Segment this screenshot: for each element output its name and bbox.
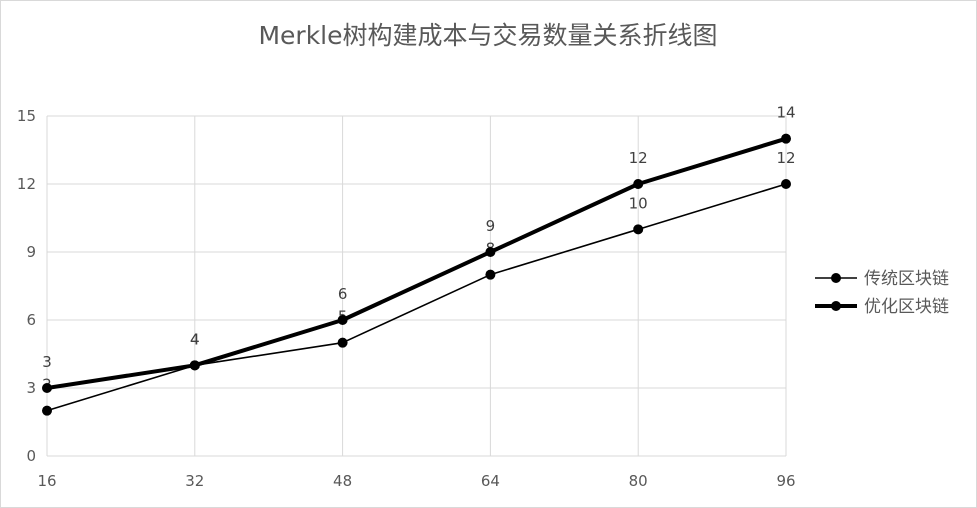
legend-label: 传统区块链 bbox=[864, 269, 949, 289]
gridlines bbox=[46, 115, 787, 457]
data-point[interactable] bbox=[485, 269, 496, 280]
data-label: 10 bbox=[629, 194, 648, 212]
data-point[interactable] bbox=[42, 405, 52, 416]
data-point[interactable] bbox=[42, 383, 52, 393]
x-tick-label: 96 bbox=[776, 472, 795, 490]
plot-area: 2458101234691214 bbox=[42, 104, 796, 416]
data-label: 4 bbox=[190, 330, 200, 348]
legend-swatch-marker bbox=[831, 273, 841, 283]
data-point[interactable] bbox=[337, 337, 348, 348]
y-tick-label: 15 bbox=[17, 107, 36, 125]
data-point[interactable] bbox=[189, 360, 200, 371]
data-point[interactable] bbox=[781, 179, 791, 189]
y-tick-label: 6 bbox=[26, 311, 36, 329]
legend-swatch-marker bbox=[831, 301, 841, 311]
data-label: 14 bbox=[776, 104, 795, 122]
series-2: 3 4 6 9 12 14 bbox=[42, 104, 796, 393]
y-tick-label: 0 bbox=[26, 447, 36, 465]
data-label: 9 bbox=[486, 217, 496, 235]
x-tick-label: 32 bbox=[185, 472, 204, 490]
data-point[interactable] bbox=[633, 179, 644, 189]
x-tick-label: 48 bbox=[333, 472, 352, 490]
y-tick-label: 3 bbox=[26, 379, 36, 397]
series-line bbox=[46, 183, 787, 412]
data-label: 3 bbox=[42, 353, 52, 371]
legend-item-series-2[interactable]: 优化区块链 bbox=[815, 297, 949, 317]
data-label: 12 bbox=[776, 149, 795, 167]
data-label: 6 bbox=[338, 285, 348, 303]
data-point[interactable] bbox=[485, 247, 496, 257]
legend-label: 优化区块链 bbox=[864, 297, 949, 317]
x-tick-label: 80 bbox=[629, 472, 648, 490]
data-point[interactable] bbox=[781, 133, 791, 144]
data-point[interactable] bbox=[633, 224, 644, 235]
data-point[interactable] bbox=[337, 315, 348, 325]
data-label: 4 bbox=[190, 330, 200, 348]
y-tick-label: 12 bbox=[17, 175, 36, 193]
legend-item-series-1[interactable]: 传统区块链 bbox=[815, 269, 949, 289]
x-tick-label: 64 bbox=[481, 472, 500, 490]
legend: 传统区块链 优化区块链 bbox=[815, 269, 949, 317]
series-line bbox=[45, 136, 788, 390]
data-label: 12 bbox=[629, 149, 648, 167]
y-tick-label: 9 bbox=[26, 243, 36, 261]
chart-title: Merkle树构建成本与交易数量关系折线图 bbox=[258, 21, 717, 50]
x-tick-label: 16 bbox=[37, 472, 56, 490]
